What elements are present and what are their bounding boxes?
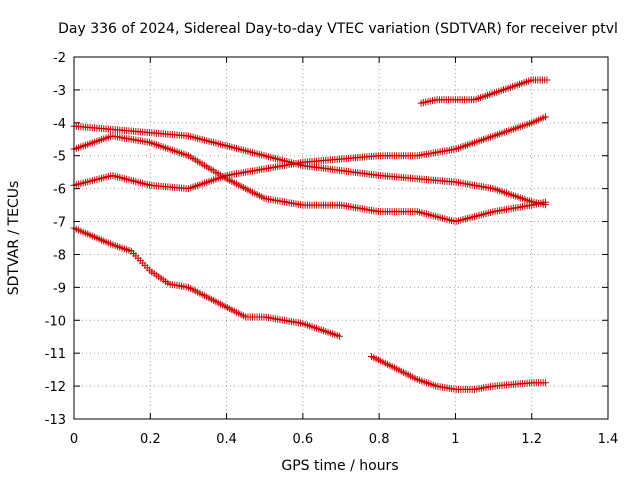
y-tick-label: -7 <box>53 216 66 231</box>
y-tick-label: -10 <box>45 314 66 329</box>
y-tick-label: -3 <box>53 84 66 99</box>
x-tick-label: 0.6 <box>293 432 314 447</box>
x-tick-label: 1.2 <box>521 432 542 447</box>
y-tick-label: -13 <box>45 413 66 428</box>
data-series <box>70 122 549 209</box>
data-series <box>368 352 549 393</box>
x-tick-label: 0.8 <box>369 432 390 447</box>
y-tick-label: -8 <box>53 248 66 263</box>
x-tick-label: 1.4 <box>598 432 619 447</box>
axis-ticks <box>73 56 609 420</box>
y-tick-label: -2 <box>53 51 66 66</box>
data-point <box>541 379 549 387</box>
x-tick-label: 0 <box>70 432 78 447</box>
y-tick-label: -12 <box>45 380 66 395</box>
data-series <box>70 224 343 340</box>
data-series <box>70 132 549 225</box>
chart-title: Day 336 of 2024, Sidereal Day-to-day VTE… <box>58 21 618 37</box>
plot-frame <box>73 56 609 420</box>
data-point <box>541 113 549 121</box>
x-tick-label: 0.2 <box>140 432 161 447</box>
y-tick-label: -11 <box>45 347 66 362</box>
data-markers <box>70 76 551 393</box>
y-axis-label: SDTVAR / TECUs <box>6 181 22 296</box>
data-point <box>543 76 551 84</box>
x-tick-label: 0.4 <box>216 432 237 447</box>
y-tick-label: -4 <box>53 117 66 132</box>
y-tick-label: -9 <box>53 281 66 296</box>
data-series <box>70 113 549 193</box>
x-axis-label: GPS time / hours <box>281 458 398 474</box>
tick-labels: 0 0.2 0.4 0.6 0.8 1 1.2 1.4 -13 -12 -11 -10 -9 -8 -7 -6… <box>45 51 619 447</box>
y-tick-label: -6 <box>53 183 66 198</box>
data-point <box>335 332 343 340</box>
grid-lines <box>74 57 608 419</box>
data-series <box>417 76 551 107</box>
y-tick-label: -5 <box>53 150 66 165</box>
data-point <box>541 198 549 206</box>
x-tick-label: 1 <box>451 432 459 447</box>
